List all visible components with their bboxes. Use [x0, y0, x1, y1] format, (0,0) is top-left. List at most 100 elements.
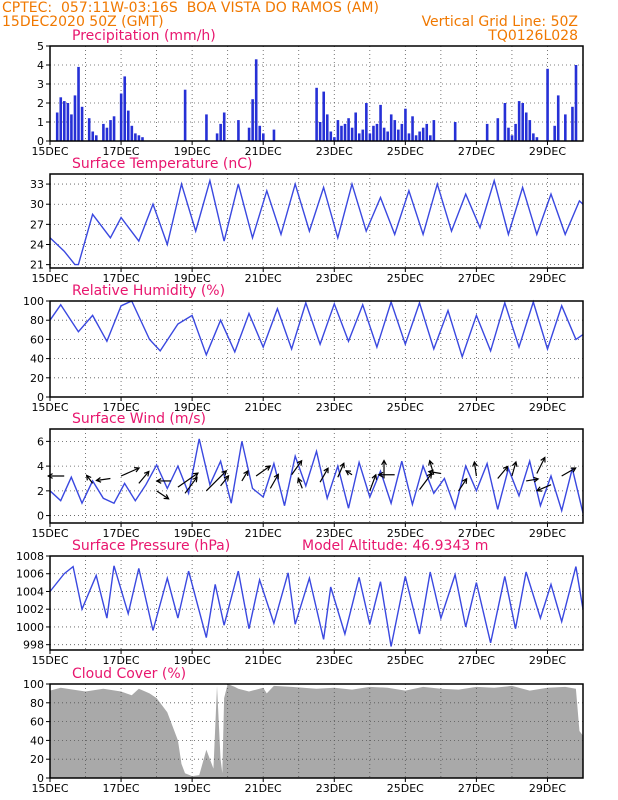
y-tick-label: 80 [30, 314, 44, 327]
wind-arrow-head [323, 467, 329, 474]
precip-bar [205, 114, 208, 141]
wind-arrow-head [296, 459, 303, 466]
precip-bar [365, 103, 368, 141]
precip-bar [514, 123, 517, 141]
wind-arrow-head [192, 476, 198, 483]
precip-bar [429, 135, 432, 141]
cloud-area [50, 684, 583, 778]
wind-arrow [205, 470, 227, 492]
precip-bar [564, 114, 567, 141]
wind-arrow [536, 457, 546, 474]
precip-bar [141, 137, 144, 141]
wind-arrow-head [85, 474, 92, 481]
precip-bar [414, 135, 418, 141]
y-tick-label: 3 [37, 78, 44, 91]
y-tick-label: 0 [37, 510, 44, 523]
precip-bar [137, 135, 141, 141]
y-tick-label: 1004 [16, 585, 44, 598]
x-tick-label: 17DEC [103, 527, 140, 540]
x-tick-label: 15DEC [31, 145, 68, 158]
y-tick-label: 30 [30, 198, 44, 211]
panel-frame [49, 45, 584, 142]
wind-arrow [220, 475, 230, 487]
precip-bar [109, 120, 112, 141]
precip-bar [553, 125, 556, 141]
precip-bar [496, 118, 500, 141]
wind-arrow [184, 476, 198, 494]
precip-bar [386, 131, 389, 141]
precip-bar [333, 137, 336, 141]
y-tick-label: 60 [30, 333, 44, 346]
x-tick-label: 27DEC [458, 401, 495, 414]
wind-arrow-head [143, 470, 150, 477]
precip-bar [336, 120, 340, 141]
precip-bar [343, 123, 347, 141]
precip-bar [73, 95, 77, 141]
precip-bar [546, 68, 549, 141]
precip-bar [556, 95, 560, 141]
x-tick-label: 19DEC [174, 401, 211, 414]
y-tick-label: 60 [30, 716, 44, 729]
x-tick-label: 17DEC [103, 782, 140, 795]
precip-bar [421, 127, 425, 141]
precip-bar [357, 133, 361, 141]
y-tick-label: 1008 [16, 550, 44, 563]
panel-title: Surface Wind (m/s) [72, 411, 206, 427]
header-line2-right: TQ0126L028 [488, 28, 578, 44]
precip-bar [432, 120, 436, 141]
wind-arrow-head [273, 473, 279, 480]
precip-bar [94, 135, 98, 141]
wind-arrow [269, 474, 279, 489]
panel-frame [49, 555, 584, 651]
precip-bar [55, 112, 59, 141]
precip-bar [329, 131, 333, 141]
x-tick-label: 21DEC [245, 782, 282, 795]
series-line [49, 177, 584, 266]
x-tick-label: 21DEC [245, 527, 282, 540]
precip-bar [411, 116, 414, 141]
x-tick-label: 17DEC [103, 401, 140, 414]
y-tick-label: 80 [30, 697, 44, 710]
wind-arrow [536, 484, 552, 492]
precip-bar [361, 129, 365, 141]
precip-bar [66, 103, 70, 141]
wind-arrow-head [163, 494, 170, 500]
panel-frame [49, 428, 584, 524]
wind-arrow-head [381, 459, 387, 466]
x-tick-label: 23DEC [316, 782, 353, 795]
x-tick-label: 29DEC [529, 527, 566, 540]
wind-arrow [297, 478, 303, 489]
wind-arrow [138, 471, 150, 484]
series-line [49, 438, 584, 514]
wind-arrow [473, 461, 477, 477]
wind-arrow-head [533, 476, 540, 483]
x-tick-label: 29DEC [529, 145, 566, 158]
wind-arrow-head [95, 476, 102, 483]
x-tick-label: 21DEC [245, 145, 282, 158]
y-tick-label: 4 [37, 460, 44, 473]
precip-bar [397, 129, 400, 141]
wind-arrow [458, 478, 468, 492]
precip-bar [112, 116, 116, 141]
x-tick-label: 15DEC [31, 782, 68, 795]
y-tick-label: 2 [37, 97, 44, 110]
wind-arrow-head [570, 467, 577, 473]
precip-bar [63, 101, 66, 141]
y-tick-label: 4 [37, 59, 44, 72]
precip-bar [315, 87, 318, 141]
y-tick-label: 0 [37, 772, 44, 785]
precip-bar [375, 123, 379, 141]
precip-bar [325, 114, 329, 141]
wind-arrow-head [540, 456, 546, 463]
precip-bar [102, 123, 105, 141]
wind-arrow-head [243, 469, 249, 476]
precip-bar [574, 65, 578, 141]
wind-arrow [241, 470, 249, 482]
precip-bar [503, 103, 507, 141]
precip-bar [222, 112, 226, 141]
precip-bar [404, 108, 407, 141]
precip-bar [272, 129, 276, 141]
panel-frame [49, 300, 584, 398]
wind-arrow [369, 474, 377, 492]
wind-arrow [255, 465, 271, 477]
